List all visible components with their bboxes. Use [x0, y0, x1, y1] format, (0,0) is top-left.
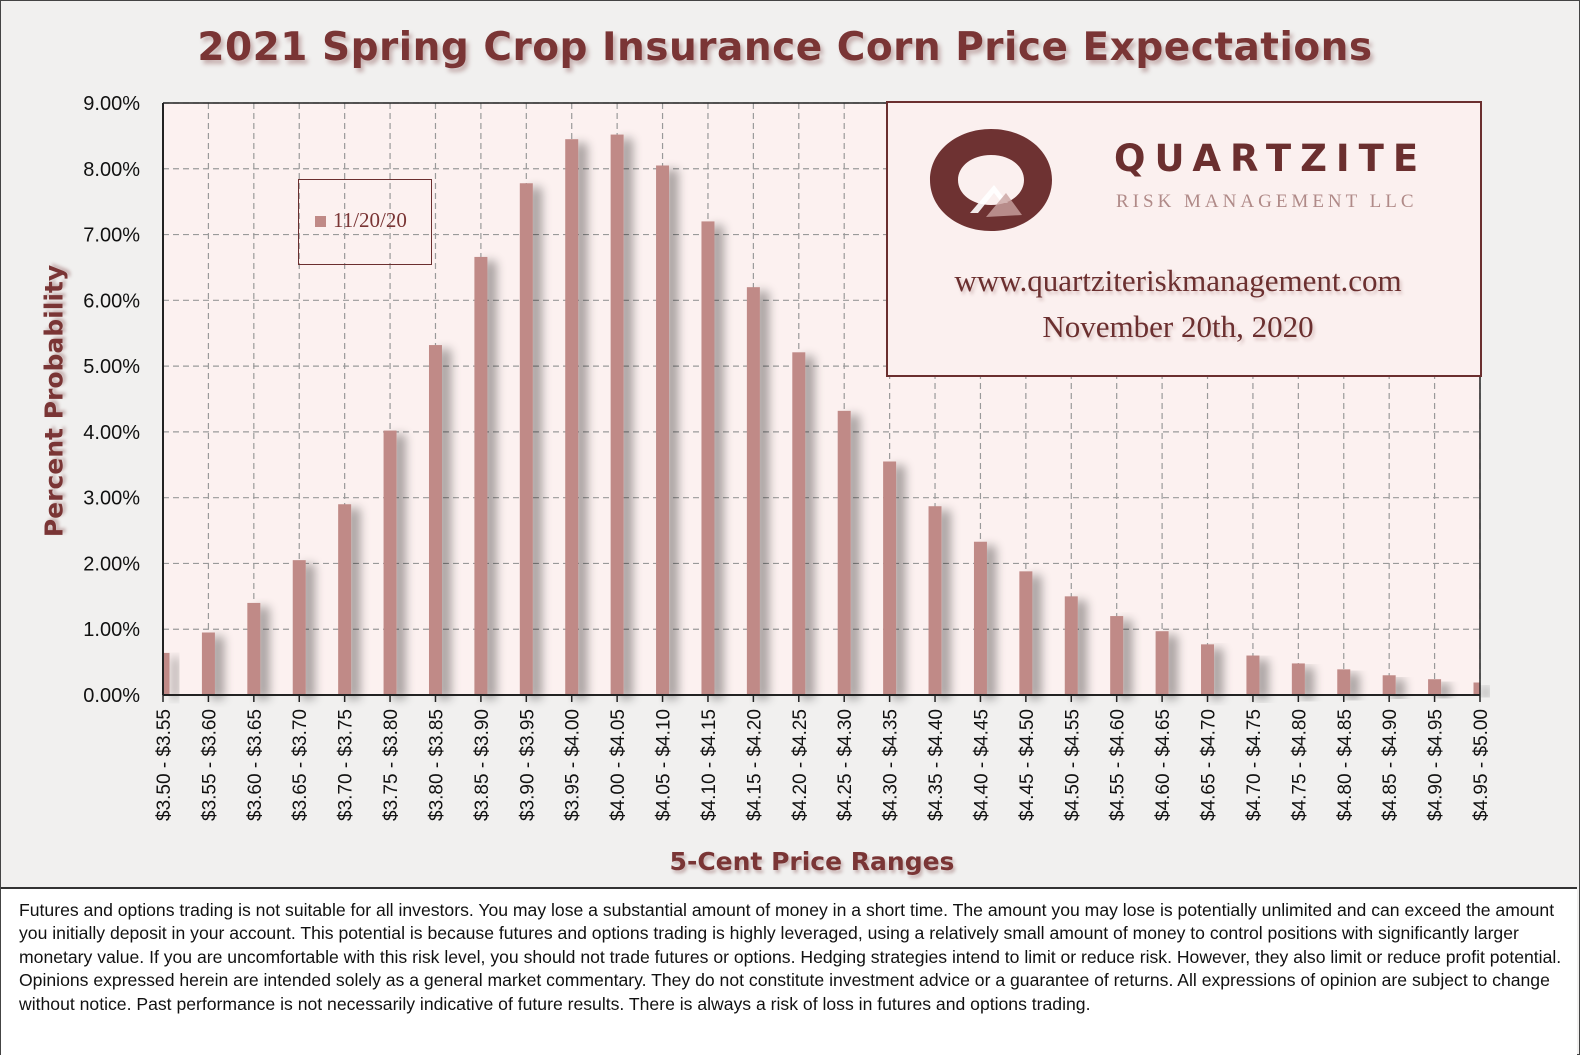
x-tick-label: $4.90 - $4.95: [1426, 709, 1447, 821]
bar: [428, 345, 442, 695]
x-tick-label: $4.70 - $4.75: [1244, 709, 1265, 821]
bar: [338, 504, 352, 695]
bar: [837, 410, 851, 695]
x-tick-label: $4.15 - $4.20: [744, 709, 765, 821]
brand-date: November 20th, 2020: [1042, 309, 1314, 344]
y-axis-title: Percent Probability: [39, 264, 69, 538]
x-tick-label: $3.65 - $3.70: [290, 709, 311, 821]
bar: [1246, 655, 1260, 695]
x-tick-label: $3.85 - $3.90: [472, 709, 493, 821]
bar: [292, 560, 306, 695]
bar: [247, 602, 261, 695]
x-tick-label: $4.50 - $4.55: [1062, 709, 1083, 821]
bar: [656, 165, 670, 695]
bars: [163, 134, 1480, 695]
x-tick-label: $4.75 - $4.80: [1289, 709, 1310, 821]
x-tick-label: $3.80 - $3.85: [426, 709, 447, 821]
x-tick-label: $4.95 - $5.00: [1471, 709, 1492, 821]
bar: [792, 352, 806, 695]
bar: [928, 506, 942, 695]
bar: [383, 430, 397, 695]
x-tick-label: $4.30 - $4.35: [881, 709, 902, 821]
y-tick-label: 7.00%: [83, 225, 140, 247]
y-tick-label: 5.00%: [83, 356, 140, 378]
x-tick-label: $4.05 - $4.10: [654, 709, 675, 821]
x-tick-label: $3.90 - $3.95: [517, 709, 538, 821]
x-tick-label: $4.20 - $4.25: [790, 709, 811, 821]
bar: [565, 139, 579, 695]
bar: [746, 287, 760, 695]
x-tick-label: $4.00 - $4.05: [608, 709, 629, 821]
bar: [519, 183, 533, 695]
x-tick-label: $4.55 - $4.60: [1108, 709, 1129, 821]
quartzite-logo-icon: [930, 129, 1052, 231]
x-tick-label: $4.65 - $4.70: [1199, 709, 1220, 821]
bar: [1382, 675, 1396, 695]
bar: [1110, 616, 1124, 695]
x-tick-label: $4.85 - $4.90: [1380, 709, 1401, 821]
bar: [1337, 669, 1351, 695]
x-tick-label: $4.35 - $4.40: [926, 709, 947, 821]
bar: [1428, 679, 1442, 695]
axes: 0.00% 1.00% 2.00% 3.00% 4.00% 5.00% 6.00% 7.00%…: [83, 93, 1492, 821]
bar: [1064, 596, 1078, 695]
bar: [701, 221, 715, 695]
x-tick-label: $3.50 - $3.55: [154, 709, 175, 821]
x-tick-label: $4.80 - $4.85: [1335, 709, 1356, 821]
bar: [1473, 682, 1480, 695]
x-tick-label: $4.10 - $4.15: [699, 709, 720, 821]
bar: [474, 256, 488, 695]
brand-name: QUARTZITE: [1114, 137, 1428, 180]
bar: [610, 134, 624, 695]
bar: [883, 461, 897, 695]
x-tick-label: $4.40 - $4.45: [971, 709, 992, 821]
bar: [1291, 663, 1305, 695]
y-tick-label: 2.00%: [83, 553, 140, 575]
y-tick-label: 3.00%: [83, 488, 140, 510]
x-tick-label: $3.95 - $4.00: [563, 709, 584, 821]
y-tick-label: 6.00%: [83, 290, 140, 312]
brand-url[interactable]: www.quartziteriskmanagement.com: [954, 263, 1402, 298]
x-tick-label: $3.70 - $3.75: [336, 709, 357, 821]
x-tick-label: $3.75 - $3.80: [381, 709, 402, 821]
bar: [201, 632, 215, 695]
legend: 11/20/20: [298, 179, 432, 265]
disclaimer-text: Futures and options trading is not suita…: [19, 900, 1562, 1014]
bar: [973, 541, 987, 695]
legend-label: 11/20/20: [333, 208, 407, 232]
y-tick-label: 9.00%: [83, 93, 140, 115]
brand-panel: QUARTZITE RISK MANAGEMENT LLC www.quartz…: [886, 101, 1482, 377]
x-tick-label: $3.60 - $3.65: [245, 709, 266, 821]
y-tick-label: 0.00%: [83, 685, 140, 707]
disclaimer-panel: Futures and options trading is not suita…: [1, 887, 1577, 1057]
bar: [163, 652, 170, 695]
y-tick-label: 8.00%: [83, 159, 140, 181]
y-tick-label: 4.00%: [83, 422, 140, 444]
x-tick-label: $4.45 - $4.50: [1017, 709, 1038, 821]
bar: [1019, 571, 1033, 695]
y-tick-label: 1.00%: [83, 619, 140, 641]
x-tick-label: $3.55 - $3.60: [199, 709, 220, 821]
legend-swatch: [315, 216, 326, 227]
bar: [1155, 631, 1169, 695]
x-tick-label: $4.25 - $4.30: [835, 709, 856, 821]
bar: [1201, 644, 1215, 695]
brand-subtitle: RISK MANAGEMENT LLC: [1116, 191, 1418, 212]
x-tick-label: $4.60 - $4.65: [1153, 709, 1174, 821]
x-axis-title: 5-Cent Price Ranges: [669, 847, 955, 876]
chart-title: 2021 Spring Crop Insurance Corn Price Ex…: [197, 25, 1373, 70]
